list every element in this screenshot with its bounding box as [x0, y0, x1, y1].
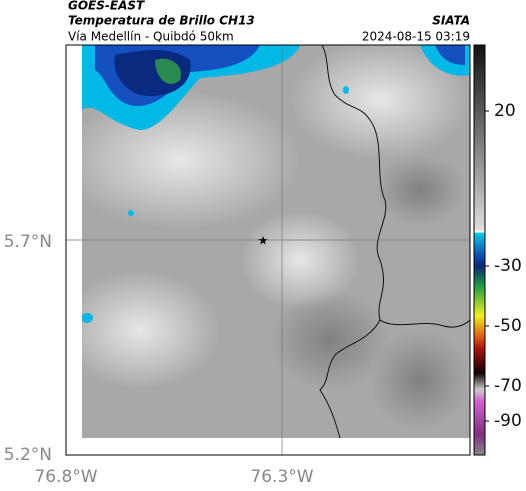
colorbar	[473, 44, 486, 456]
colorbar-tick-label: -50	[494, 316, 522, 336]
datetime: 2024-08-15 03:19	[362, 30, 470, 44]
satellite-image	[82, 45, 470, 438]
lat-tick-label: 5.2°N	[4, 445, 52, 465]
title: GOES-EAST	[68, 0, 145, 13]
lat-tick-label: 5.7°N	[4, 232, 52, 252]
route: Vía Medellín - Quibdó 50km	[68, 30, 234, 44]
city-marker: ★	[258, 234, 269, 248]
colorbar-tick-label: 20	[494, 101, 516, 121]
source: SIATA	[432, 14, 470, 28]
lon-tick-label: 76.8°W	[34, 467, 97, 487]
map-frame	[65, 44, 471, 456]
colorbar-tick-label: -30	[494, 256, 522, 276]
colorbar-ticks	[485, 110, 489, 422]
colorbar-tick-label: -90	[494, 411, 522, 431]
colorbar-tick-label: -70	[494, 376, 522, 396]
subtitle: Temperatura de Brillo CH13	[68, 14, 255, 28]
lon-tick-label: 76.3°W	[250, 467, 313, 487]
